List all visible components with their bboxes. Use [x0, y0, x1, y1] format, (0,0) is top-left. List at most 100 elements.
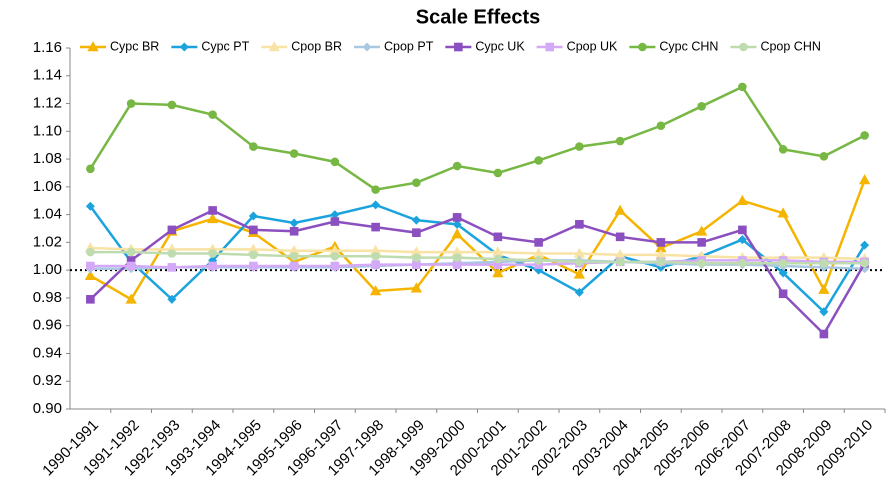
data-point: [85, 201, 95, 211]
data-point: [860, 131, 869, 140]
data-point: [493, 168, 503, 178]
data-point: [575, 220, 584, 229]
legend-marker: [545, 42, 554, 52]
data-point: [575, 142, 584, 151]
data-point: [615, 232, 625, 242]
data-point: [656, 257, 666, 267]
data-point: [86, 261, 95, 271]
y-tick-label: 1.08: [33, 150, 62, 167]
data-point: [126, 99, 136, 108]
data-point: [697, 258, 706, 268]
legend-label: Cpop BR: [291, 39, 342, 53]
data-point: [208, 261, 217, 271]
legend-marker: [179, 42, 189, 52]
data-point: [289, 251, 299, 261]
data-point: [330, 251, 340, 261]
data-point: [818, 283, 830, 294]
data-point: [86, 164, 95, 174]
y-tick-label: 1.16: [33, 39, 62, 56]
data-point: [206, 212, 219, 224]
data-point: [858, 174, 871, 185]
y-tick-label: 1.02: [33, 233, 62, 250]
data-point: [492, 267, 504, 278]
data-point: [819, 152, 829, 161]
data-point: [330, 217, 340, 226]
legend-label: Cpop CHN: [760, 39, 820, 53]
data-point: [289, 218, 299, 228]
legend-label: Cypc BR: [110, 39, 159, 53]
chart-title: Scale Effects: [416, 6, 541, 28]
y-tick-label: 0.90: [33, 400, 62, 417]
series-line: [90, 259, 865, 269]
y-tick-label: 1.10: [33, 122, 62, 139]
y-tick-label: 1.12: [33, 95, 62, 112]
data-point: [534, 156, 543, 165]
data-point: [575, 257, 584, 267]
data-point: [574, 287, 584, 297]
data-point: [412, 178, 421, 187]
data-point: [451, 228, 463, 239]
data-point: [778, 289, 788, 299]
data-point: [411, 215, 421, 225]
data-point: [452, 213, 462, 222]
data-point: [167, 294, 177, 304]
y-tick-label: 1.00: [33, 261, 62, 278]
data-point: [534, 256, 543, 265]
data-point: [656, 121, 666, 131]
legend-label: Cpop PT: [384, 39, 434, 53]
data-point: [777, 207, 789, 218]
data-point: [289, 226, 299, 236]
data-point: [125, 293, 137, 304]
data-point: [289, 149, 299, 158]
data-point: [86, 295, 95, 304]
data-point: [371, 185, 380, 194]
data-point: [573, 268, 586, 279]
series-line: [90, 246, 865, 261]
data-point: [126, 247, 136, 257]
data-point: [371, 251, 380, 261]
data-point: [452, 161, 462, 171]
legend-label: Cypc UK: [475, 39, 525, 53]
data-point: [369, 285, 382, 296]
data-point: [493, 254, 503, 264]
data-point: [778, 145, 788, 154]
y-tick-label: 0.94: [33, 344, 62, 361]
data-point: [249, 142, 258, 151]
data-point: [208, 206, 217, 215]
data-point: [819, 258, 829, 268]
data-point: [167, 249, 177, 258]
data-point: [126, 261, 136, 271]
data-point: [371, 222, 380, 232]
series-line: [90, 250, 865, 265]
data-point: [412, 228, 421, 237]
data-point: [736, 194, 749, 206]
data-point: [371, 200, 381, 210]
data-point: [615, 257, 625, 267]
data-point: [738, 225, 747, 235]
data-point: [778, 258, 788, 268]
data-point: [330, 157, 340, 167]
data-point: [452, 253, 462, 262]
data-point: [167, 263, 177, 272]
data-point: [819, 329, 829, 339]
data-point: [697, 102, 706, 111]
legend-label: Cypc PT: [201, 39, 249, 53]
series-line: [89, 85, 866, 191]
y-tick-label: 0.98: [33, 289, 62, 306]
series-line: [89, 179, 866, 302]
data-point: [615, 136, 625, 146]
legend-marker: [87, 41, 99, 52]
y-tick-label: 1.04: [33, 206, 62, 223]
data-point: [410, 282, 423, 293]
data-point: [84, 269, 97, 281]
data-point: [412, 253, 421, 262]
y-tick-label: 0.96: [33, 317, 62, 334]
data-point: [738, 258, 747, 268]
legend-marker: [454, 42, 463, 52]
data-point: [695, 225, 708, 236]
data-point: [493, 232, 503, 242]
data-point: [452, 219, 462, 229]
data-point: [208, 110, 217, 119]
data-point: [249, 225, 258, 235]
